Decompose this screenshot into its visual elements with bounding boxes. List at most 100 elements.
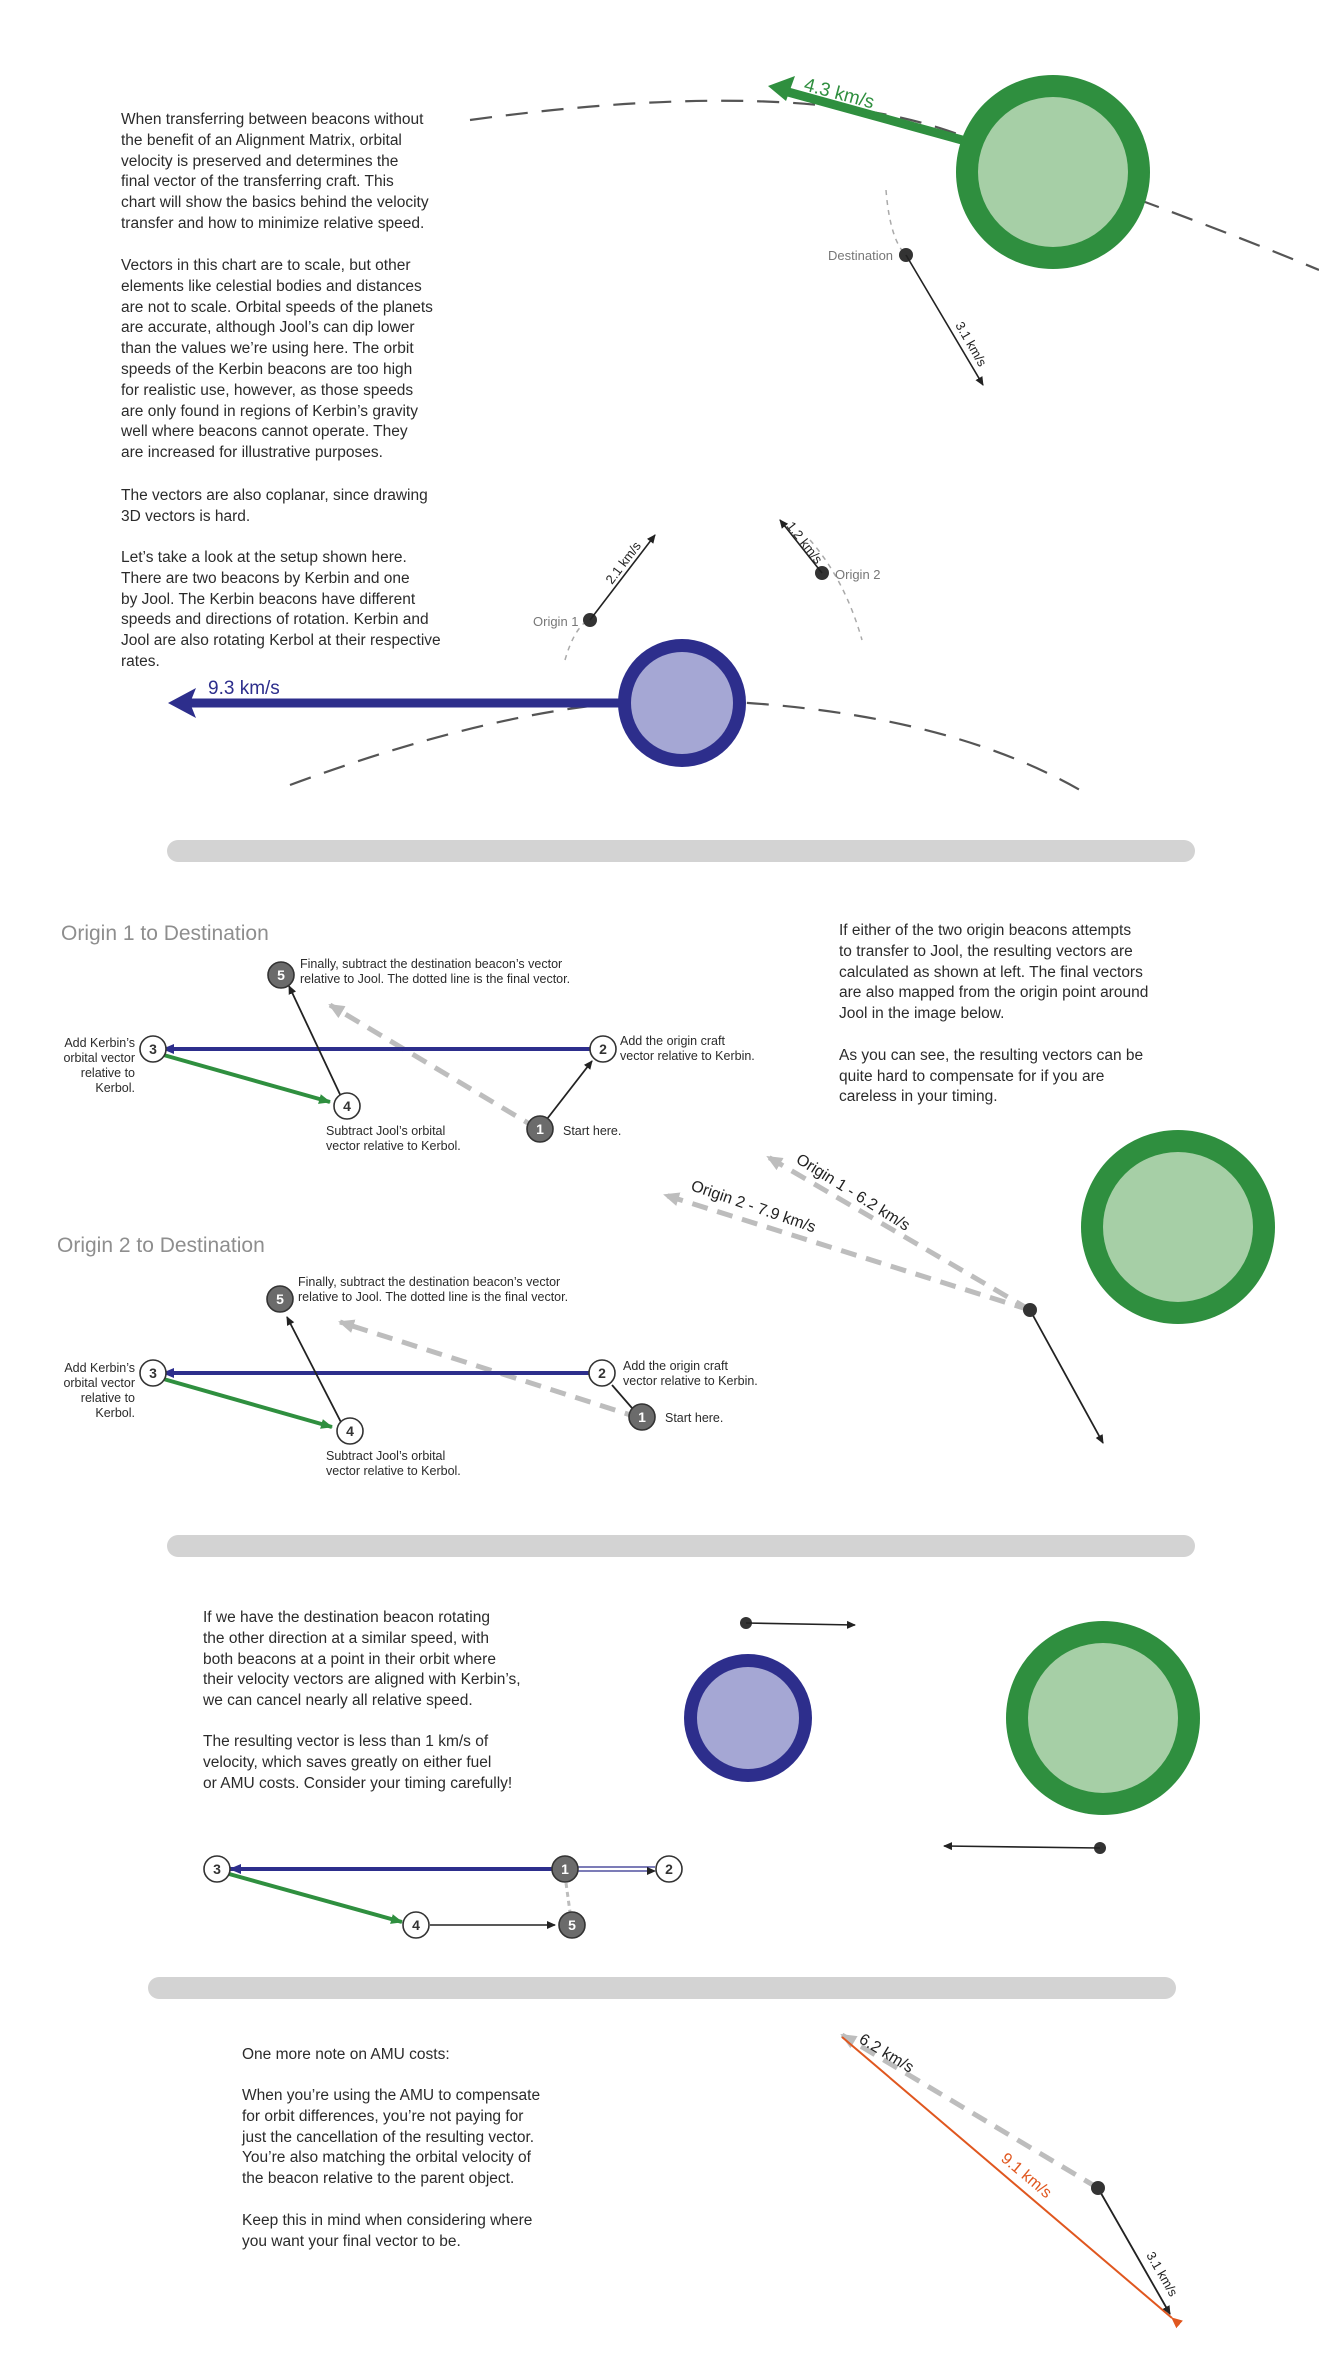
jool-orbital-vector — [152, 1374, 333, 1429]
amu-cost-vector — [841, 2036, 1183, 2329]
intro-paragraph-2: Vectors in this chart are to scale, but … — [121, 257, 433, 462]
step3-number: 3 — [213, 1861, 221, 1877]
origin1-diagram-title: Origin 1 to Destination — [61, 922, 269, 945]
step1-node — [628, 1403, 656, 1431]
section4-title: One more note on AMU costs: — [242, 2046, 450, 2063]
step2-number: 2 — [665, 1861, 673, 1877]
kerbin-planet-core — [697, 1667, 799, 1769]
intro-paragraph-1: When transferring between beacons withou… — [121, 111, 429, 232]
step4-label: Subtract Jool’s orbital vector relative … — [326, 1124, 461, 1153]
origin2-final-vector — [663, 1192, 1031, 1313]
origin1-speed-label: 2.1 km/s — [602, 538, 644, 587]
destination-beacon-vector — [1029, 1309, 1104, 1444]
kerbin-speed-label: 9.3 km/s — [208, 678, 280, 699]
origin2-orbit — [809, 539, 863, 641]
destination-speed-label: 3.1 km/s — [1143, 2249, 1181, 2299]
destination-orbit — [885, 189, 907, 256]
step1-number: 1 — [536, 1121, 544, 1137]
section-separator-2 — [167, 1535, 1195, 1557]
final-vector-dashed — [338, 1319, 641, 1421]
step3-label: Add Kerbin’s orbital vector relative to … — [63, 1036, 135, 1095]
step1-label: Start here. — [563, 1124, 622, 1138]
step3-number: 3 — [149, 1365, 157, 1381]
step1-node — [551, 1855, 579, 1883]
intro-paragraph-3: The vectors are also coplanar, since dra… — [121, 487, 428, 525]
step3-node — [203, 1855, 231, 1883]
section2-right-text: If either of the two origin beacons atte… — [839, 922, 1149, 1106]
step1-label-2: Start here. — [665, 1411, 724, 1425]
destination-beacon-vector — [286, 1316, 346, 1431]
kerbin-velocity-arrowhead — [168, 688, 196, 718]
step4-number: 4 — [412, 1917, 420, 1933]
step5-number: 5 — [568, 1917, 576, 1933]
jool-orbit — [469, 99, 1319, 272]
destination-beacon — [1091, 2181, 1105, 2195]
origin2-diagram-title: Origin 2 to Destination — [57, 1234, 265, 1257]
section3-text-1: If we have the destination beacon rotati… — [203, 1609, 521, 1710]
jool-planet-core — [978, 97, 1128, 247]
step5-label-2: Finally, subtract the destination beacon… — [298, 1275, 569, 1304]
origin1-label: Origin 1 — [533, 614, 579, 629]
destination-beacon-vector — [1097, 2187, 1171, 2315]
step2-node — [655, 1855, 683, 1883]
destination-beacon-vector — [288, 985, 346, 1106]
jool-orbital-vector — [221, 1870, 403, 1924]
step3-label-2: Add Kerbin’s orbital vector relative to … — [63, 1361, 135, 1420]
origin1-velocity-vector — [589, 534, 656, 621]
step3-node — [139, 1359, 167, 1387]
step5-number: 5 — [276, 1291, 284, 1307]
step4-node — [402, 1911, 430, 1939]
step4-number: 4 — [343, 1098, 351, 1114]
step3-node — [139, 1035, 167, 1063]
destination-beacon-vector — [943, 1842, 1101, 1851]
step3-number: 3 — [149, 1041, 157, 1057]
origin2-label: Origin 2 — [835, 567, 881, 582]
vector-diagram-origin1: 1 2 3 4 5 — [139, 961, 617, 1143]
step4-label-2: Subtract Jool’s orbital vector relative … — [326, 1449, 461, 1478]
section4-text-2: Keep this in mind when considering where… — [242, 2212, 533, 2250]
origin-craft-vector — [611, 1384, 633, 1409]
step2-node — [589, 1035, 617, 1063]
origin2-velocity-vector — [779, 519, 823, 574]
intro-paragraph-4: Let’s take a look at the setup shown her… — [121, 549, 441, 670]
step1-number: 1 — [561, 1861, 569, 1877]
step1-node — [526, 1115, 554, 1143]
step2-number: 2 — [598, 1365, 606, 1381]
final-vector-dashed — [564, 1882, 572, 1913]
destination-velocity-vector — [905, 254, 984, 386]
origin-beacon-vector — [745, 1620, 856, 1629]
destination-label: Destination — [828, 248, 893, 263]
step2-label: Add the origin craft vector relative to … — [620, 1034, 755, 1063]
origin-craft-vector — [539, 1060, 593, 1129]
aligned-scenario-diagram — [684, 1617, 1200, 1854]
step4-node — [333, 1092, 361, 1120]
jool-planet-core — [1103, 1152, 1253, 1302]
step5-node — [266, 1285, 294, 1313]
setup-diagram: 4.3 km/s Destination 3.1 km/s Origin 1 2… — [168, 75, 1319, 791]
jool-velocity-arrowhead — [768, 76, 795, 101]
final-vector-dashed — [328, 1002, 540, 1132]
vector-diagram-origin2: 1 2 3 4 5 — [139, 1285, 656, 1445]
step4-number: 4 — [346, 1423, 354, 1439]
section4-text-1: When you’re using the AMU to compensate … — [242, 2087, 541, 2188]
step1-number: 1 — [638, 1409, 646, 1425]
origin1-orbit — [564, 617, 593, 661]
origin2-speed-label: 1.2 km/s — [784, 519, 826, 567]
section3-text-2: The resulting vector is less than 1 km/s… — [203, 1733, 513, 1792]
aligned-vector-diagram: 1 2 3 4 5 — [203, 1855, 683, 1939]
jool-final-vectors: Origin 1 - 6.2 km/s Origin 2 - 7.9 km/s — [663, 1130, 1275, 1444]
jool-orbital-vector — [152, 1050, 331, 1104]
section-separator-3 — [148, 1977, 1176, 1999]
kerbin-planet-core — [631, 652, 733, 754]
amu-cost-diagram: 6.2 km/s 9.1 km/s 3.1 km/s — [840, 2031, 1183, 2329]
resulting-vector-dashed — [840, 2032, 1100, 2191]
step5-number: 5 — [277, 967, 285, 983]
jool-velocity-vector — [786, 87, 964, 145]
step5-node — [558, 1911, 586, 1939]
step4-node — [336, 1417, 364, 1445]
step2-label-2: Add the origin craft vector relative to … — [623, 1359, 758, 1388]
destination-beacon — [1023, 1303, 1037, 1317]
step2-number: 2 — [599, 1041, 607, 1057]
step5-node — [267, 961, 295, 989]
